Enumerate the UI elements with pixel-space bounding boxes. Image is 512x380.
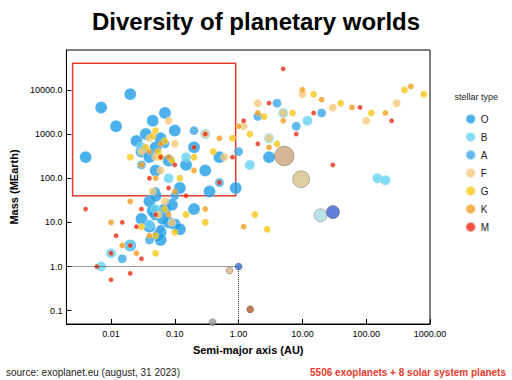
svg-text:A: A [481, 150, 488, 161]
svg-text:1000.00: 1000.00 [414, 329, 447, 339]
svg-text:10.0: 10.0 [45, 217, 63, 227]
svg-text:1000.0: 1000.0 [35, 129, 63, 139]
svg-text:1.00: 1.00 [230, 329, 248, 339]
svg-text:1.0: 1.0 [50, 262, 63, 272]
svg-text:O: O [481, 114, 489, 125]
svg-text:Mass (MEarth): Mass (MEarth) [8, 149, 20, 225]
svg-text:Diversity of planetary worlds: Diversity of planetary worlds [92, 8, 420, 35]
svg-text:M: M [481, 222, 489, 233]
svg-text:10.00: 10.00 [291, 329, 314, 339]
svg-text:B: B [481, 132, 488, 143]
svg-text:100.00: 100.00 [352, 329, 380, 339]
svg-text:5506 exoplanets + 8 solar syst: 5506 exoplanets + 8 solar system planets [310, 367, 506, 378]
svg-text:10000.0: 10000.0 [30, 85, 63, 95]
svg-text:Semi-major axis (AU): Semi-major axis (AU) [193, 344, 304, 356]
svg-text:source: exoplanet.eu (august,: source: exoplanet.eu (august, 31 2023) [6, 367, 180, 378]
svg-text:0.1: 0.1 [50, 306, 63, 316]
svg-text:F: F [481, 168, 487, 179]
svg-text:0.01: 0.01 [102, 329, 120, 339]
svg-text:G: G [481, 186, 489, 197]
svg-text:K: K [481, 204, 488, 215]
svg-text:stellar type: stellar type [454, 92, 498, 102]
svg-text:0.10: 0.10 [166, 329, 184, 339]
svg-text:100.0: 100.0 [40, 173, 63, 183]
